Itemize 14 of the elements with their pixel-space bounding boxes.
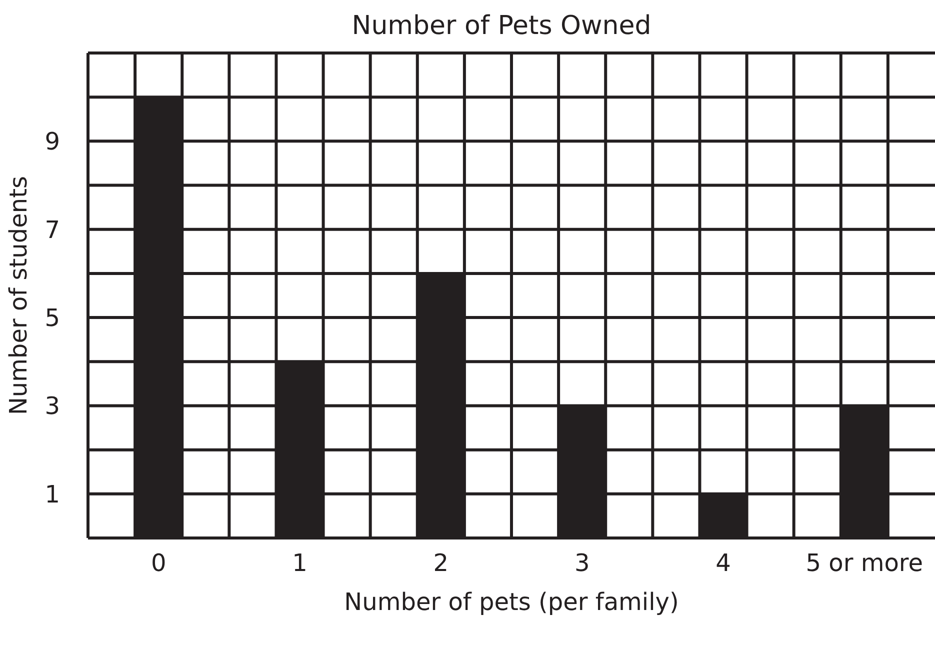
x-tick-label: 5 or more (806, 549, 924, 578)
x-tick-label: 4 (716, 549, 731, 578)
y-axis-title: Number of students (4, 176, 33, 416)
x-tick-label: 1 (292, 549, 308, 578)
x-tick-label: 0 (150, 549, 166, 578)
chart-title: Number of Pets Owned (350, 10, 652, 43)
y-tick-label: 9 (44, 128, 60, 156)
y-tick-label: 7 (44, 216, 60, 244)
y-tick-label: 1 (44, 480, 60, 508)
x-axis-title: Number of pets (per family) (344, 588, 679, 616)
x-tick-label: 3 (574, 549, 590, 578)
x-tick-label: 2 (433, 549, 449, 578)
y-tick-label: 5 (44, 304, 60, 332)
y-tick-label: 3 (44, 392, 60, 420)
